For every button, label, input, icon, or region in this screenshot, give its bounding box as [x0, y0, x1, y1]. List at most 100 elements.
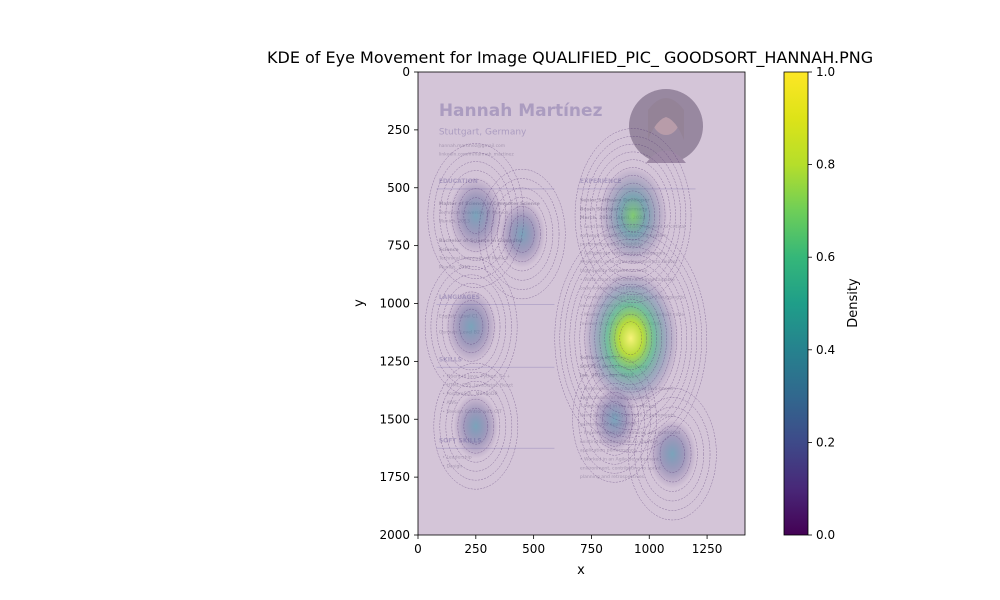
density-contour [569, 246, 693, 430]
density-contour [611, 182, 655, 249]
density-contour [616, 190, 650, 241]
density-contour [595, 159, 671, 272]
colorbar-tick-label: 0.6 [816, 250, 835, 264]
density-contour [599, 291, 663, 385]
density-contour [463, 407, 489, 445]
density-contour [491, 187, 554, 281]
y-axis-label: y [352, 299, 367, 307]
colorbar-tick-label: 0.8 [816, 158, 835, 172]
density-peak [448, 176, 503, 255]
x-tick-label: 250 [464, 542, 487, 556]
density-contour [478, 169, 566, 300]
density-contour [484, 178, 560, 290]
density-contour [606, 175, 661, 256]
y-tick-label: 0 [402, 65, 410, 79]
density-contour [430, 265, 512, 388]
density-contour [451, 179, 501, 252]
density-contour [457, 188, 495, 243]
colorbar-tick-label: 0.2 [816, 435, 835, 449]
y-tick-label: 2000 [379, 528, 410, 542]
x-tick-label: 0 [414, 542, 422, 556]
density-contour [579, 261, 683, 415]
density-peak [598, 166, 668, 265]
density-contour [559, 231, 703, 445]
density-contour [590, 151, 676, 280]
density-contour [589, 276, 673, 400]
density-contour [653, 425, 692, 483]
density-contour [578, 365, 651, 474]
density-layer [445, 166, 697, 489]
density-peak [445, 290, 497, 364]
density-peak [453, 393, 499, 459]
colorbar-tick-label: 0.4 [816, 343, 835, 357]
density-peak [582, 270, 679, 407]
colorbar-tick-label: 0.0 [816, 528, 835, 542]
density-contour [554, 223, 708, 453]
colorbar-ticks: 0.0 0.2 0.4 0.6 0.8 1.0 [808, 65, 835, 542]
density-contour [634, 397, 711, 511]
density-contour [572, 356, 657, 483]
density-contour [564, 238, 698, 438]
colorbar-frame [783, 71, 809, 536]
density-contour [445, 380, 507, 472]
density-contour [621, 198, 645, 233]
density-contour [602, 401, 627, 438]
density-contour [584, 374, 645, 465]
colorbar-gradient [784, 72, 808, 535]
colorbar: 0.0 0.2 0.4 0.6 0.8 1.0 Density [783, 65, 861, 542]
y-tick-label: 750 [387, 239, 410, 253]
y-tick-label: 1500 [379, 412, 410, 426]
density-contour [596, 392, 633, 447]
density-contour [600, 167, 666, 264]
density-contour [509, 215, 535, 253]
y-tick-label: 250 [387, 123, 410, 137]
density-peak [498, 200, 546, 268]
y-tick-label: 1750 [379, 470, 410, 484]
density-peak [648, 419, 697, 489]
colorbar-tick-label: 1.0 [816, 65, 835, 79]
density-contour [433, 152, 519, 279]
density-contour [659, 435, 685, 473]
density-contour [580, 136, 687, 295]
density-peak [592, 386, 638, 452]
contour-layer [424, 128, 717, 521]
density-contour [574, 128, 692, 303]
x-tick-label: 500 [522, 542, 545, 556]
density-contour [614, 313, 648, 363]
density-contour [503, 206, 541, 262]
x-tick-label: 750 [580, 542, 603, 556]
chart-title: KDE of Eye Movement for Image QUALIFIED_… [267, 48, 874, 67]
density-contour [436, 274, 507, 379]
density-contour [424, 257, 518, 396]
density-contour [433, 362, 519, 490]
y-tick-label: 1250 [379, 354, 410, 368]
density-contour [640, 406, 704, 502]
density-contour [604, 298, 658, 378]
density-contour [459, 308, 484, 345]
density-contour [439, 371, 513, 481]
density-contour [457, 398, 495, 454]
y-tick-label: 1000 [379, 297, 410, 311]
x-axis-label: x [577, 563, 585, 578]
density-contour [609, 306, 653, 370]
y-axis: 0 250 500 750 1000 1250 1500 1750 2000 [379, 65, 418, 542]
density-contour [647, 416, 698, 492]
density-contour [442, 283, 501, 371]
density-contour [590, 383, 639, 456]
density-contour [447, 291, 495, 362]
density-contour [445, 170, 507, 261]
density-contour [439, 161, 513, 270]
density-contour [463, 197, 489, 234]
x-axis: 0 250 500 750 1000 1250 [414, 535, 722, 556]
density-contour [628, 387, 717, 521]
y-tick-label: 500 [387, 181, 410, 195]
colorbar-label: Density [846, 278, 861, 328]
density-contour [619, 321, 643, 355]
density-contour [574, 253, 688, 423]
x-tick-label: 1250 [692, 542, 723, 556]
x-tick-label: 1000 [634, 542, 665, 556]
density-contour [585, 143, 681, 288]
density-contour [497, 196, 547, 272]
density-contour [427, 143, 525, 288]
